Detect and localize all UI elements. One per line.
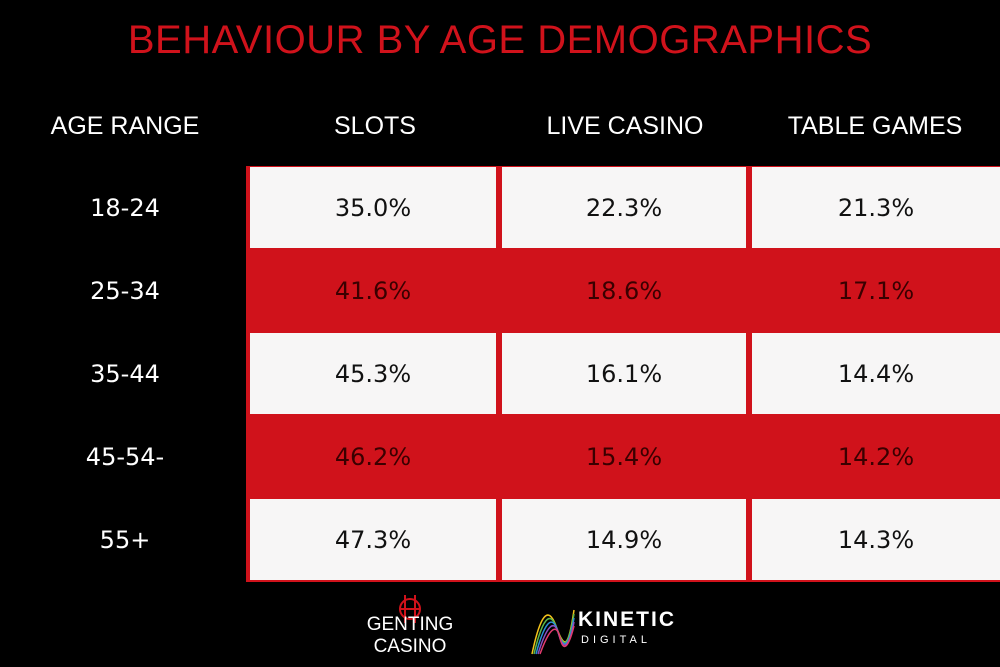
header-age-range: AGE RANGE <box>50 112 200 140</box>
table-cell: 14.9% <box>502 499 746 580</box>
row-label: 35-44 <box>90 359 160 388</box>
table-cell: 21.3% <box>752 167 1000 248</box>
genting-casino-text: GENTING CASINO <box>366 614 454 657</box>
row-label: 55+ <box>99 525 151 554</box>
table-cell: 14.2% <box>752 415 1000 498</box>
table-cell: 35.0% <box>250 167 496 248</box>
table-cell: 14.4% <box>752 333 1000 414</box>
table-cell: 17.1% <box>752 249 1000 332</box>
table-cell: 46.2% <box>250 415 496 498</box>
kinetic-sub-text: DIGITAL <box>581 634 651 646</box>
table-cell: 14.3% <box>752 499 1000 580</box>
table-cell: 22.3% <box>502 167 746 248</box>
table-cell: 45.3% <box>250 333 496 414</box>
header-table-games: TABLE GAMES <box>787 112 963 140</box>
header-live-casino: LIVE CASINO <box>546 112 704 140</box>
page-title: BEHAVIOUR BY AGE DEMOGRAPHICS <box>127 18 873 62</box>
row-label: 25-34 <box>90 276 160 305</box>
kinetic-text: KINETIC <box>578 608 676 631</box>
table-cell: 15.4% <box>502 415 746 498</box>
kinetic-digital-logo: KINETIC DIGITAL <box>528 596 678 660</box>
kinetic-wave-icon <box>531 609 575 655</box>
header-slots: SLOTS <box>334 112 416 140</box>
footer: GENTING CASINO KINETIC DIGITAL <box>0 592 1000 667</box>
table-cell: 41.6% <box>250 249 496 332</box>
table-cell: 16.1% <box>502 333 746 414</box>
table-cell: 18.6% <box>502 249 746 332</box>
row-label: 45-54- <box>85 442 165 471</box>
table-cell: 47.3% <box>250 499 496 580</box>
genting-emblem-icon <box>399 595 421 623</box>
row-label: 18-24 <box>90 193 160 222</box>
genting-casino-logo: GENTING CASINO <box>335 592 485 662</box>
